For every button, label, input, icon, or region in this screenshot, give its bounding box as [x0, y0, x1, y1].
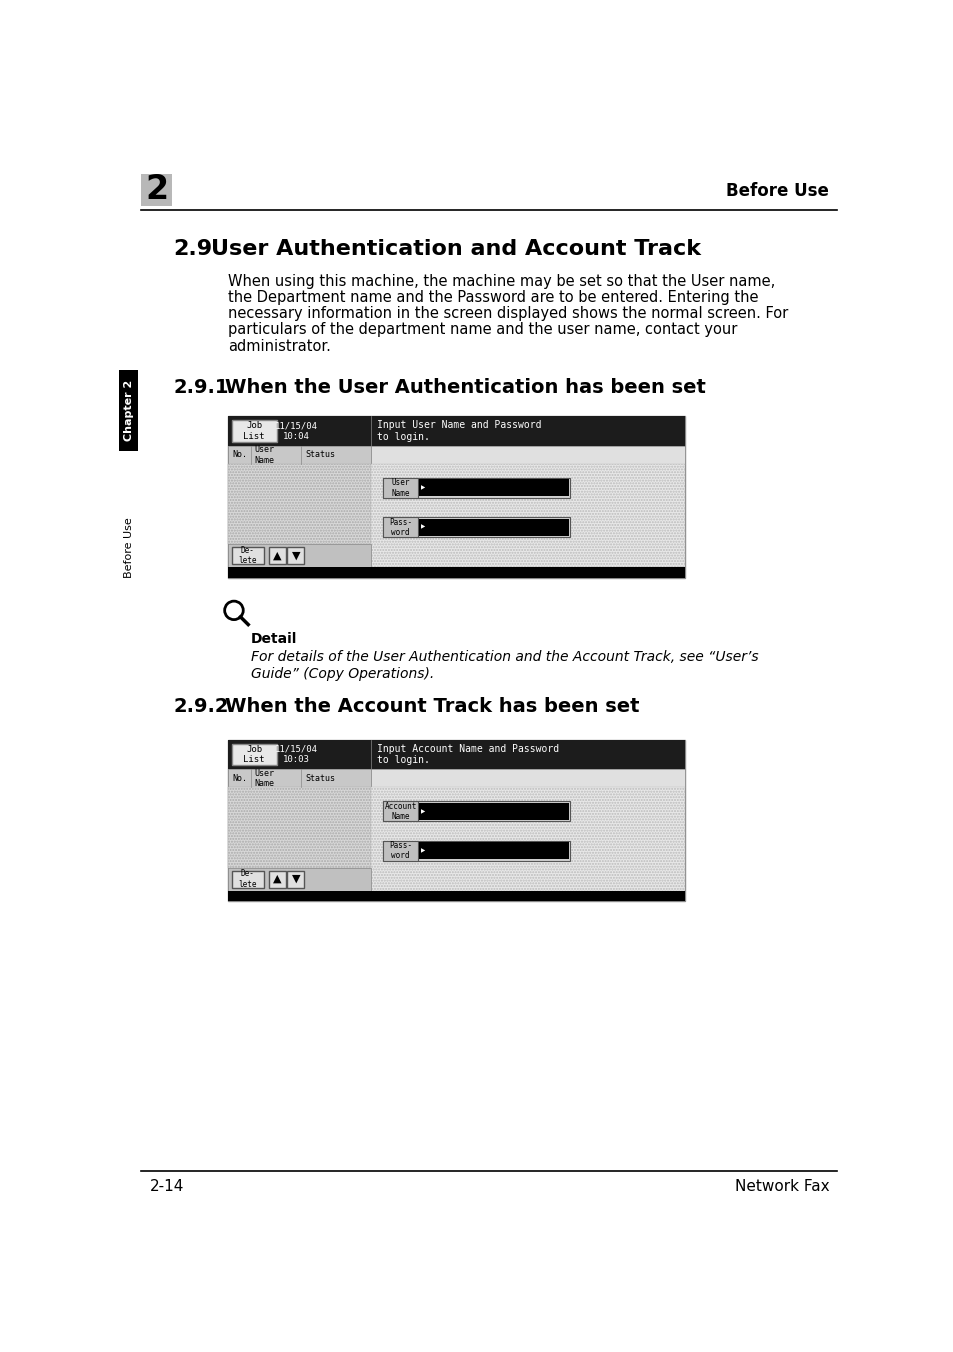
Text: 11/15/04
10:04: 11/15/04 10:04: [274, 422, 317, 441]
Text: particulars of the department name and the user name, contact your: particulars of the department name and t…: [228, 322, 737, 338]
Text: ▶: ▶: [420, 485, 424, 491]
Text: Pass-
word: Pass- word: [389, 518, 412, 537]
Bar: [382, 841, 569, 861]
Bar: [228, 769, 371, 787]
Text: When using this machine, the machine may be set so that the User name,: When using this machine, the machine may…: [228, 274, 774, 289]
Text: When the User Authentication has been set: When the User Authentication has been se…: [224, 377, 705, 397]
Bar: [418, 842, 568, 859]
Text: 11/15/04
10:03: 11/15/04 10:03: [274, 745, 317, 764]
Bar: [228, 416, 684, 579]
Text: Input User Name and Password
to login.: Input User Name and Password to login.: [377, 420, 541, 442]
Bar: [382, 518, 569, 537]
Text: ▲: ▲: [273, 875, 281, 884]
Bar: [287, 548, 304, 564]
Text: Input Account Name and Password
to login.: Input Account Name and Password to login…: [377, 744, 558, 765]
Bar: [382, 802, 418, 822]
Text: Chapter 2: Chapter 2: [124, 380, 133, 441]
Bar: [418, 803, 568, 819]
Bar: [287, 871, 304, 887]
Text: Guide” (Copy Operations).: Guide” (Copy Operations).: [251, 667, 434, 680]
Text: Pass-
word: Pass- word: [389, 841, 412, 860]
Text: Status: Status: [305, 773, 335, 783]
Bar: [119, 370, 137, 452]
Text: ▼: ▼: [292, 550, 300, 561]
Text: 2: 2: [145, 173, 168, 207]
Text: User
Name: User Name: [254, 445, 274, 465]
Text: administrator.: administrator.: [228, 338, 331, 354]
Text: User
Name: User Name: [254, 768, 274, 788]
Bar: [228, 740, 684, 902]
Bar: [269, 871, 286, 887]
Bar: [232, 548, 264, 564]
Bar: [382, 479, 569, 498]
Text: 2.9.2: 2.9.2: [173, 698, 229, 717]
Bar: [418, 480, 568, 496]
Text: No.: No.: [233, 450, 247, 460]
Bar: [228, 891, 684, 902]
Text: User
Name: User Name: [391, 479, 410, 498]
Text: ▶: ▶: [420, 808, 424, 814]
Bar: [141, 174, 172, 206]
Bar: [232, 871, 264, 887]
Bar: [232, 420, 276, 442]
Bar: [232, 744, 276, 765]
Bar: [382, 841, 418, 861]
Bar: [228, 868, 371, 891]
Bar: [228, 416, 684, 446]
Text: Before Use: Before Use: [124, 516, 133, 577]
Text: User Authentication and Account Track: User Authentication and Account Track: [211, 239, 700, 260]
Text: Before Use: Before Use: [725, 181, 828, 200]
Bar: [228, 446, 371, 464]
Bar: [371, 769, 684, 787]
Text: 2-14: 2-14: [150, 1179, 185, 1194]
Bar: [371, 446, 684, 464]
Bar: [228, 544, 371, 568]
Bar: [418, 519, 568, 535]
Text: Network Fax: Network Fax: [734, 1179, 828, 1194]
Text: Detail: Detail: [251, 631, 297, 646]
Text: No.: No.: [233, 773, 247, 783]
Bar: [371, 787, 684, 891]
Bar: [382, 479, 418, 498]
Text: When the Account Track has been set: When the Account Track has been set: [224, 698, 639, 717]
Text: De-
lete: De- lete: [238, 869, 257, 888]
Text: ▼: ▼: [292, 875, 300, 884]
Text: Job
List: Job List: [243, 422, 265, 441]
Text: Status: Status: [305, 450, 335, 460]
Text: ▲: ▲: [273, 550, 281, 561]
Bar: [382, 518, 418, 537]
Text: ▶: ▶: [420, 848, 424, 853]
Bar: [382, 802, 569, 822]
Text: ▶: ▶: [420, 525, 424, 530]
Bar: [228, 464, 371, 544]
Text: De-
lete: De- lete: [238, 546, 257, 565]
Text: 2.9.1: 2.9.1: [173, 377, 229, 397]
Text: Account
Name: Account Name: [384, 802, 416, 821]
Bar: [269, 548, 286, 564]
Text: For details of the User Authentication and the Account Track, see “User’s: For details of the User Authentication a…: [251, 650, 758, 664]
Bar: [228, 787, 371, 868]
Bar: [228, 740, 684, 769]
Text: necessary information in the screen displayed shows the normal screen. For: necessary information in the screen disp…: [228, 307, 787, 322]
Text: 2.9: 2.9: [173, 239, 213, 260]
Bar: [228, 568, 684, 579]
Text: Job
List: Job List: [243, 745, 265, 764]
Bar: [371, 464, 684, 568]
Text: the Department name and the Password are to be entered. Entering the: the Department name and the Password are…: [228, 291, 758, 306]
